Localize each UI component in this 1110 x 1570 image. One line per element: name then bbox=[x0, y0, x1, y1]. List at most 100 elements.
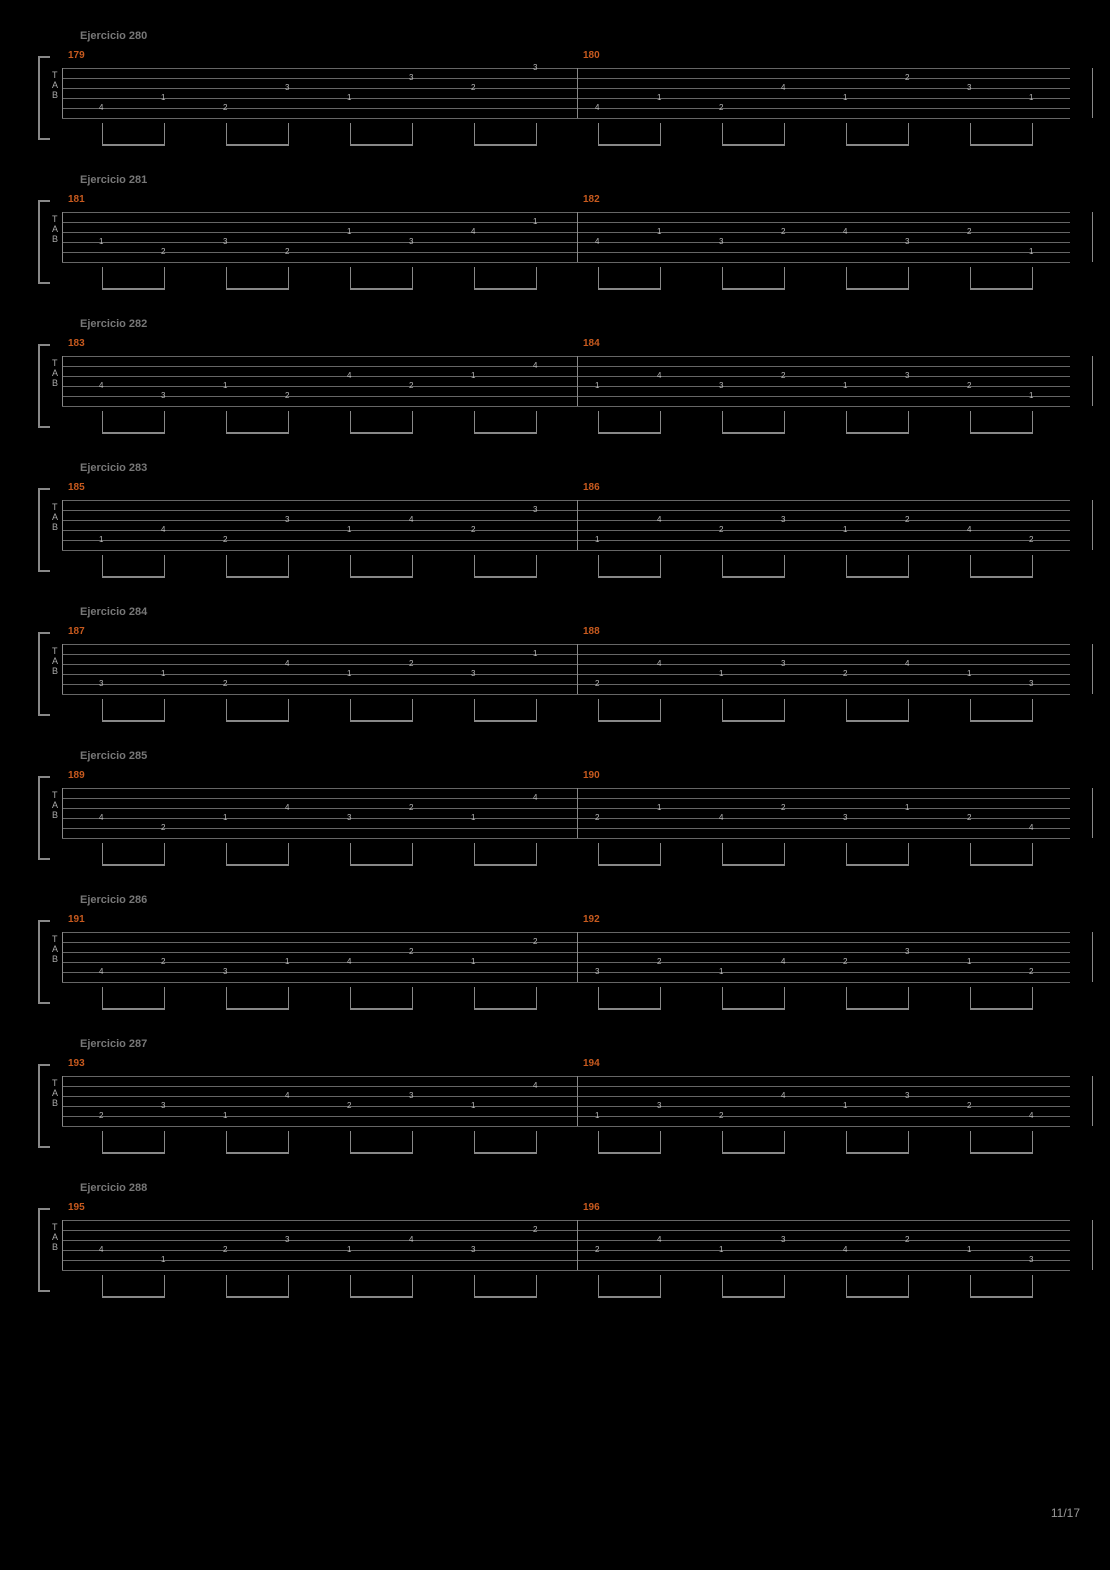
tab-note: 2 bbox=[657, 957, 661, 966]
staff-line bbox=[62, 500, 1070, 501]
note-stem bbox=[846, 1275, 847, 1297]
note-stem bbox=[102, 1131, 103, 1153]
note-beam bbox=[226, 864, 289, 866]
note-beam bbox=[474, 144, 537, 146]
tab-note: 1 bbox=[595, 535, 599, 544]
tab-note: 1 bbox=[657, 803, 661, 812]
tab-note: 2 bbox=[967, 227, 971, 236]
note-stem bbox=[412, 411, 413, 433]
note-stem bbox=[660, 843, 661, 865]
staff-line bbox=[62, 932, 1070, 933]
tab-note: 2 bbox=[905, 515, 909, 524]
staff-line bbox=[62, 118, 1070, 119]
tab-note: 3 bbox=[533, 505, 537, 514]
tab-note: 2 bbox=[223, 103, 227, 112]
note-beam bbox=[970, 1296, 1033, 1298]
note-stem bbox=[474, 843, 475, 865]
note-stem bbox=[784, 411, 785, 433]
note-stem bbox=[1032, 1131, 1033, 1153]
note-stem bbox=[722, 699, 723, 721]
note-stem bbox=[536, 699, 537, 721]
tab-note: 2 bbox=[99, 1111, 103, 1120]
tab-note: 2 bbox=[471, 83, 475, 92]
barline bbox=[1092, 68, 1093, 118]
tab-note: 3 bbox=[905, 947, 909, 956]
tab-note: 4 bbox=[967, 525, 971, 534]
staff-line bbox=[62, 644, 1070, 645]
barline bbox=[1092, 212, 1093, 262]
note-stem bbox=[598, 1275, 599, 1297]
note-stem bbox=[536, 411, 537, 433]
tab-system: TAB1811821232134141324321 bbox=[30, 192, 1080, 302]
note-stem bbox=[536, 1275, 537, 1297]
tab-note: 2 bbox=[781, 227, 785, 236]
note-stem bbox=[784, 1131, 785, 1153]
tab-note: 4 bbox=[719, 813, 723, 822]
tab-note: 2 bbox=[533, 1225, 537, 1234]
tab-note: 2 bbox=[161, 247, 165, 256]
note-stem bbox=[288, 843, 289, 865]
tab-note: 2 bbox=[967, 1101, 971, 1110]
staff-line bbox=[62, 232, 1070, 233]
barline bbox=[1092, 356, 1093, 406]
note-beam bbox=[102, 1296, 165, 1298]
exercise: Ejercicio 285TAB1891904214321421423124 bbox=[30, 750, 1080, 878]
note-stem bbox=[1032, 699, 1033, 721]
note-stem bbox=[1032, 987, 1033, 1009]
tab-note: 3 bbox=[657, 1101, 661, 1110]
note-stem bbox=[288, 699, 289, 721]
tab-note: 2 bbox=[347, 1101, 351, 1110]
note-stem bbox=[908, 411, 909, 433]
tab-system: TAB1951964123143224134213 bbox=[30, 1200, 1080, 1310]
tab-note: 1 bbox=[347, 1245, 351, 1254]
tab-note: 3 bbox=[471, 669, 475, 678]
tab-note: 4 bbox=[347, 371, 351, 380]
system-bracket bbox=[38, 488, 50, 572]
note-beam bbox=[970, 432, 1033, 434]
note-stem bbox=[102, 699, 103, 721]
tab-note: 3 bbox=[161, 1101, 165, 1110]
measure-number: 185 bbox=[68, 482, 85, 493]
note-stem bbox=[846, 411, 847, 433]
staff-line bbox=[62, 818, 1070, 819]
tab-note: 4 bbox=[285, 803, 289, 812]
note-stem bbox=[164, 267, 165, 289]
note-beam bbox=[598, 1008, 661, 1010]
tab-clef: TAB bbox=[52, 1222, 58, 1252]
note-beam bbox=[846, 288, 909, 290]
staff-line bbox=[62, 952, 1070, 953]
barline bbox=[1092, 1076, 1093, 1126]
note-beam bbox=[722, 576, 785, 578]
note-stem bbox=[722, 411, 723, 433]
note-beam bbox=[350, 864, 413, 866]
measure-number: 184 bbox=[583, 338, 600, 349]
note-beam bbox=[846, 1152, 909, 1154]
barline bbox=[62, 68, 63, 118]
tab-note: 1 bbox=[347, 669, 351, 678]
tab-note: 1 bbox=[719, 669, 723, 678]
tab-note: 1 bbox=[595, 381, 599, 390]
note-beam bbox=[846, 576, 909, 578]
exercise: Ejercicio 280TAB1791804123132341241231 bbox=[30, 30, 1080, 158]
tab-note: 1 bbox=[347, 525, 351, 534]
note-beam bbox=[102, 1008, 165, 1010]
note-beam bbox=[722, 288, 785, 290]
note-stem bbox=[784, 987, 785, 1009]
tab-note: 4 bbox=[99, 381, 103, 390]
note-beam bbox=[970, 144, 1033, 146]
staff-line bbox=[62, 262, 1070, 263]
tab-note: 4 bbox=[781, 1091, 785, 1100]
note-beam bbox=[846, 1296, 909, 1298]
tab-note: 3 bbox=[409, 73, 413, 82]
note-stem bbox=[350, 1275, 351, 1297]
measure-number: 188 bbox=[583, 626, 600, 637]
note-stem bbox=[474, 1275, 475, 1297]
tab-note: 3 bbox=[905, 371, 909, 380]
measure-number: 187 bbox=[68, 626, 85, 637]
tab-note: 4 bbox=[657, 1235, 661, 1244]
note-stem bbox=[970, 123, 971, 145]
tab-note: 1 bbox=[347, 227, 351, 236]
tab-system: TAB1931942314231413241324 bbox=[30, 1056, 1080, 1166]
system-bracket bbox=[38, 920, 50, 1004]
note-beam bbox=[722, 144, 785, 146]
